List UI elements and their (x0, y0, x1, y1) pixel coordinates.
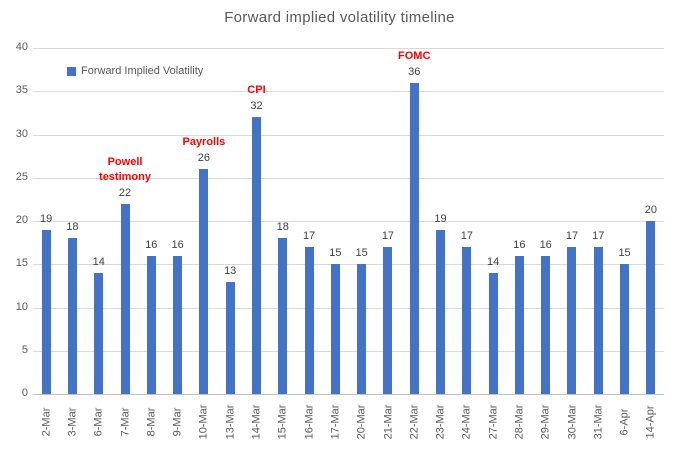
bar (620, 264, 630, 394)
bar-value-label: 14 (92, 255, 105, 268)
bar-value-label: 32 (250, 100, 263, 113)
y-tick-label: 20 (15, 214, 28, 226)
bar-value-label: 17 (460, 229, 473, 242)
bar-value-label: 17 (302, 229, 316, 242)
event-annotation: Powell testimony (65, 155, 185, 185)
x-tick-label: 14-Apr (627, 396, 675, 448)
bar (383, 246, 393, 394)
gridline (33, 264, 664, 266)
event-annotation: Payrolls (144, 135, 264, 150)
bar (41, 229, 51, 394)
bar (146, 255, 156, 394)
gridline (33, 48, 664, 49)
bar-value-label: 17 (565, 229, 579, 242)
y-tick-label: 0 (21, 387, 28, 399)
bar (488, 272, 498, 394)
y-tick-label: 25 (15, 170, 28, 183)
x-tick-text: 14-Apr (644, 405, 657, 439)
bar-value-label: 16 (513, 238, 526, 251)
bar (514, 255, 524, 394)
gridline (33, 91, 664, 93)
legend-label: Forward Implied Volatility (81, 65, 204, 77)
bar-value-label: 17 (592, 229, 605, 242)
bar (120, 203, 130, 394)
bar-value-label: 20 (644, 204, 657, 216)
y-tick-label: 30 (15, 127, 28, 140)
bar (94, 272, 104, 394)
bar-value-label: 26 (197, 152, 211, 165)
gridline (33, 307, 664, 309)
bar-value-label: 15 (355, 247, 368, 260)
bar-value-label: 13 (224, 264, 237, 277)
y-tick-label: 10 (15, 300, 28, 313)
bar-value-label: 15 (618, 247, 631, 260)
y-tick-label: 40 (15, 41, 28, 53)
bar-value-label: 16 (539, 238, 552, 251)
bar (541, 255, 551, 394)
y-tick-label: 15 (15, 257, 28, 270)
bar (462, 246, 472, 394)
gridline (33, 177, 664, 179)
event-annotation-line: FOMC (398, 49, 431, 62)
gridline (33, 350, 664, 352)
bar (436, 229, 446, 394)
bar-value-label: 16 (145, 238, 158, 251)
legend: Forward Implied Volatility (67, 65, 203, 77)
legend-swatch-icon (67, 66, 76, 76)
event-annotation-line: Payrolls (182, 136, 226, 149)
bar (199, 169, 209, 394)
event-annotation: FOMC (354, 49, 474, 64)
bar-value-label: 18 (276, 221, 289, 234)
bar (304, 246, 314, 394)
event-annotation-line: CPI (247, 84, 266, 97)
event-annotation-line: Powell (107, 155, 143, 168)
bar-value-label: 14 (486, 255, 500, 268)
bar-value-label: 16 (171, 238, 184, 251)
bar-value-label: 17 (381, 229, 395, 242)
bar (593, 246, 603, 394)
bar (409, 82, 419, 394)
bar-value-label: 18 (66, 221, 79, 234)
bar (646, 221, 656, 394)
event-annotation: CPI (196, 83, 316, 98)
bar (330, 264, 340, 394)
x-axis-line (33, 394, 664, 395)
bar-value-label: 36 (408, 65, 421, 78)
bar (357, 264, 367, 394)
bar (251, 117, 261, 394)
y-tick-label: 35 (15, 84, 28, 97)
bar (225, 281, 235, 394)
bar (173, 255, 183, 394)
y-tick-label: 5 (21, 343, 28, 356)
chart-title: Forward implied volatility timeline (224, 9, 455, 26)
bar-value-label: 19 (40, 212, 53, 225)
bar (67, 238, 77, 394)
bar (278, 238, 288, 394)
event-annotation-line: testimony (99, 170, 151, 183)
gridline (33, 221, 664, 222)
gridline (33, 134, 664, 136)
bar-value-label: 19 (434, 212, 447, 225)
bar-value-label: 15 (329, 247, 342, 260)
bar-value-label: 22 (118, 186, 132, 199)
bar (567, 246, 577, 394)
